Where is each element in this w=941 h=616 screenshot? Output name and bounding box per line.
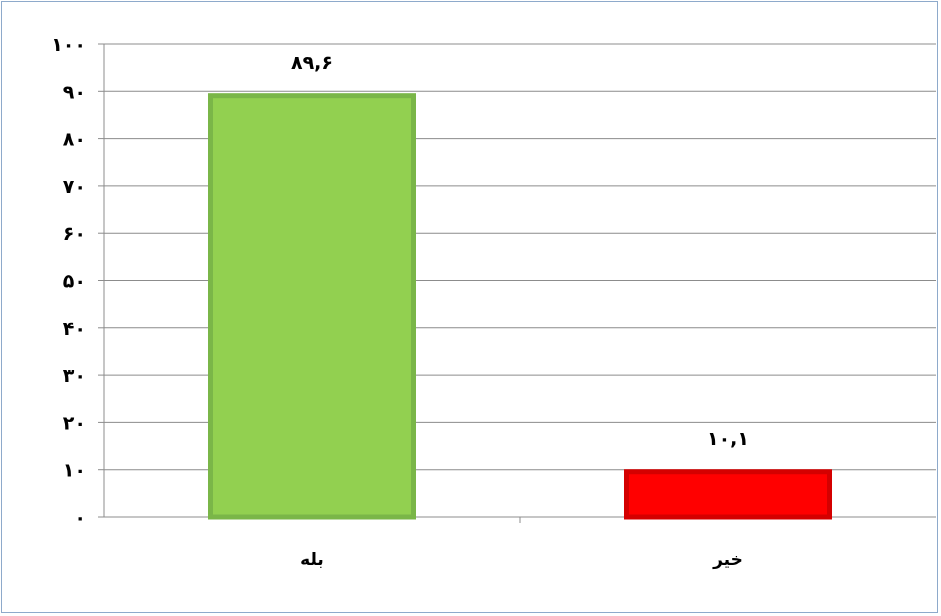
y-tick-label: ۵۰ bbox=[63, 271, 86, 293]
category-label: بله bbox=[300, 550, 324, 570]
bar bbox=[208, 93, 416, 520]
data-label: ۱۰,۱ bbox=[707, 428, 749, 450]
y-tick-label: ۲۰ bbox=[63, 412, 86, 434]
y-tick-label: ۷۰ bbox=[63, 176, 86, 198]
data-label: ۸۹,۶ bbox=[291, 52, 333, 74]
y-tick-label: ۹۰ bbox=[63, 81, 86, 103]
y-tick-label: ۱۰۰ bbox=[51, 34, 86, 56]
y-tick-label: ۳۰ bbox=[63, 365, 86, 387]
y-tick-label: ۸۰ bbox=[63, 129, 86, 151]
y-tick-label: ۰ bbox=[74, 507, 86, 529]
y-tick-label: ۱۰ bbox=[63, 460, 86, 482]
y-tick-label: ۴۰ bbox=[63, 318, 86, 340]
y-tick-label: ۶۰ bbox=[63, 223, 86, 245]
bar bbox=[624, 469, 832, 520]
category-label: خیر bbox=[712, 550, 743, 570]
